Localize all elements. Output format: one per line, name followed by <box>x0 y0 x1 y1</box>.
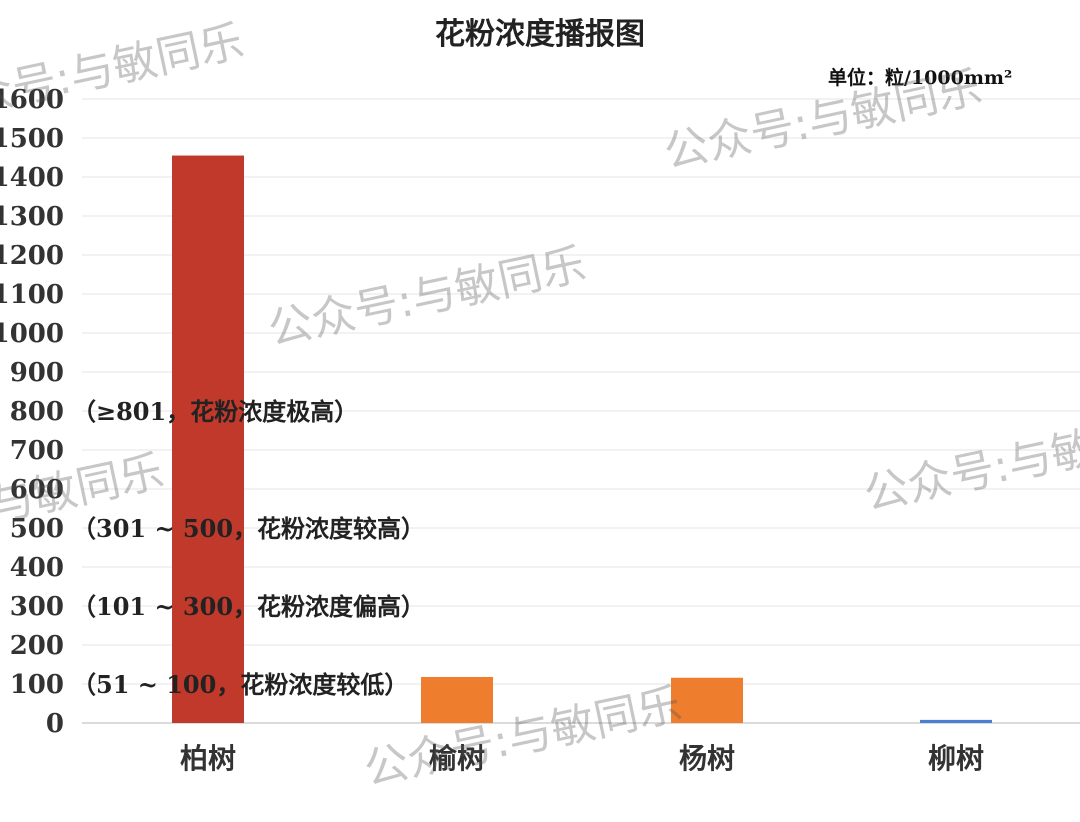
bars <box>172 155 992 724</box>
watermark: 公众号:与敏同乐 <box>360 679 686 796</box>
level-annotation: （≥801，花粉浓度极高） <box>72 397 358 426</box>
y-tick-label: 500 <box>10 514 64 544</box>
level-annotation: （301 ~ 500，花粉浓度较高） <box>72 514 425 543</box>
y-axis-ticks: 0 100 200 300 400 500 600 700 800 900 1000 1100 1200… <box>0 85 64 739</box>
watermark: 公众号:与敏同乐 <box>264 239 590 356</box>
y-tick-label: 800 <box>10 397 64 427</box>
y-tick-label: 600 <box>10 475 64 505</box>
category-label: 柳树 <box>928 742 984 775</box>
y-tick-label: 0 <box>46 709 64 739</box>
y-tick-label: 300 <box>10 592 64 622</box>
y-tick-label: 200 <box>10 631 64 661</box>
bar-3 <box>920 719 992 723</box>
y-tick-label: 900 <box>10 358 64 388</box>
y-tick-label: 1400 <box>0 163 64 193</box>
category-label: 柏树 <box>180 742 236 775</box>
y-tick-label: 1100 <box>0 280 64 310</box>
bar-0 <box>172 155 244 724</box>
y-tick-label: 1500 <box>0 124 64 154</box>
gridlines <box>82 98 1080 724</box>
y-tick-label: 400 <box>10 553 64 583</box>
level-annotations: （≥801，花粉浓度极高） （301 ~ 500，花粉浓度较高） （101 ~ 30… <box>72 397 425 699</box>
bar-1 <box>421 676 493 723</box>
watermark: 公众号:与敏同乐 <box>860 404 1080 521</box>
bar-2 <box>671 677 743 723</box>
y-tick-label: 1000 <box>0 319 64 349</box>
watermark: 公众号:与敏同乐 <box>660 62 986 179</box>
unit-label: 单位：粒/1000mm² <box>828 66 1012 89</box>
y-tick-label: 1600 <box>0 85 64 115</box>
y-tick-label: 700 <box>10 436 64 466</box>
watermark: 公众号:与敏同乐 <box>0 16 248 133</box>
y-tick-label: 1300 <box>0 202 64 232</box>
level-annotation: （101 ~ 300，花粉浓度偏高） <box>72 592 425 621</box>
level-annotation: （51 ~ 100，花粉浓度较低） <box>72 670 408 699</box>
x-axis-categories: 柏树 榆树 杨树 柳树 <box>180 742 984 775</box>
y-tick-label: 1200 <box>0 241 64 271</box>
chart-title: 花粉浓度播报图 <box>435 17 645 52</box>
category-label: 榆树 <box>429 742 485 775</box>
category-label: 杨树 <box>679 742 735 775</box>
y-tick-label: 100 <box>10 670 64 700</box>
